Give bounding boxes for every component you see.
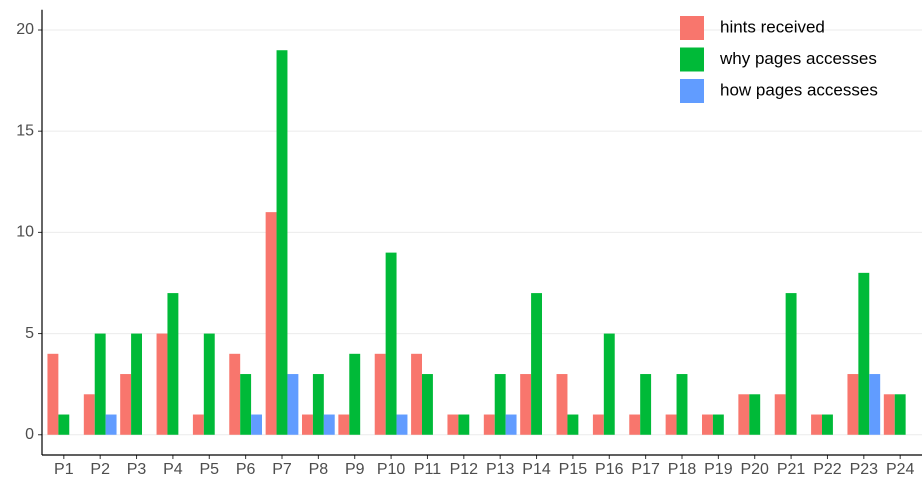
bar: [251, 414, 262, 435]
x-tick-label: P18: [668, 461, 697, 478]
x-tick-label: P23: [850, 461, 879, 478]
x-tick-label: P22: [813, 461, 842, 478]
bar: [265, 212, 277, 435]
bar: [120, 374, 132, 435]
x-tick-label: P17: [631, 461, 660, 478]
bar: [883, 394, 895, 435]
x-tick-label: P1: [54, 461, 74, 478]
bar: [349, 353, 361, 435]
bar: [229, 353, 241, 435]
bar: [47, 353, 59, 435]
y-tick-label: 15: [16, 122, 34, 139]
bar: [483, 414, 495, 435]
bar: [105, 414, 117, 435]
bar: [556, 374, 568, 435]
y-tick-label: 5: [25, 325, 34, 342]
bar: [811, 414, 822, 435]
x-tick-label: P9: [345, 461, 365, 478]
bar: [323, 414, 335, 435]
bar: [203, 333, 215, 435]
bar: [156, 333, 168, 435]
bar: [396, 414, 408, 435]
bar: [94, 333, 106, 435]
x-tick-label: P11: [414, 461, 441, 478]
bar: [676, 374, 688, 435]
x-tick-label: P12: [450, 461, 479, 478]
x-tick-label: P3: [127, 461, 147, 478]
bar: [58, 414, 70, 435]
bar: [192, 414, 204, 435]
bar: [665, 414, 677, 435]
bar: [494, 374, 506, 435]
bar: [287, 374, 299, 435]
bar: [276, 50, 288, 435]
y-tick-label: 0: [25, 426, 34, 443]
bar: [738, 394, 750, 435]
bar: [603, 333, 615, 435]
bar: [531, 293, 542, 435]
legend-label: hints received: [720, 17, 825, 36]
x-tick-label: P21: [777, 461, 806, 478]
bar: [702, 414, 713, 435]
legend-label: how pages accesses: [720, 80, 878, 99]
legend-key: [680, 47, 704, 72]
bar: [592, 414, 604, 435]
x-tick-label: P5: [199, 461, 219, 478]
x-tick-label: P10: [377, 461, 406, 478]
bar: [640, 374, 652, 435]
bar: [240, 374, 252, 435]
x-tick-label: P8: [309, 461, 329, 478]
bar: [411, 353, 422, 435]
y-tick-label: 20: [16, 21, 34, 38]
bar: [822, 414, 833, 435]
x-tick-label: P24: [886, 461, 915, 478]
x-tick-label: P4: [163, 461, 183, 478]
bar: [447, 414, 459, 435]
bar: [338, 414, 350, 435]
bar: [712, 414, 724, 435]
bar: [567, 414, 579, 435]
bar: [505, 414, 517, 435]
bar: [167, 293, 179, 435]
bar: [869, 374, 881, 435]
bar: [785, 293, 797, 435]
x-tick-label: P16: [595, 461, 624, 478]
bar: [520, 374, 532, 435]
legend-label: why pages accesses: [719, 49, 877, 68]
bar: [894, 394, 906, 435]
y-tick-label: 10: [16, 224, 34, 241]
x-tick-label: P20: [740, 461, 769, 478]
x-tick-label: P2: [90, 461, 110, 478]
legend-key: [680, 79, 704, 103]
bar: [83, 394, 95, 435]
bar: [131, 333, 142, 435]
bar: [629, 414, 641, 435]
bar: [385, 252, 397, 435]
bar: [302, 414, 313, 435]
bar: [858, 272, 870, 435]
x-tick-label: P15: [559, 461, 588, 478]
x-tick-label: P13: [486, 461, 515, 478]
bar: [374, 353, 386, 435]
bar: [422, 374, 433, 435]
x-tick-label: P7: [272, 461, 292, 478]
x-tick-label: P19: [704, 461, 733, 478]
bar: [458, 414, 470, 435]
x-tick-label: P6: [236, 461, 256, 478]
legend-key: [680, 16, 704, 40]
bar: [774, 394, 786, 435]
x-tick-label: P14: [522, 461, 551, 478]
bar: [749, 394, 761, 435]
bar: [847, 374, 859, 435]
bar: [312, 374, 324, 435]
